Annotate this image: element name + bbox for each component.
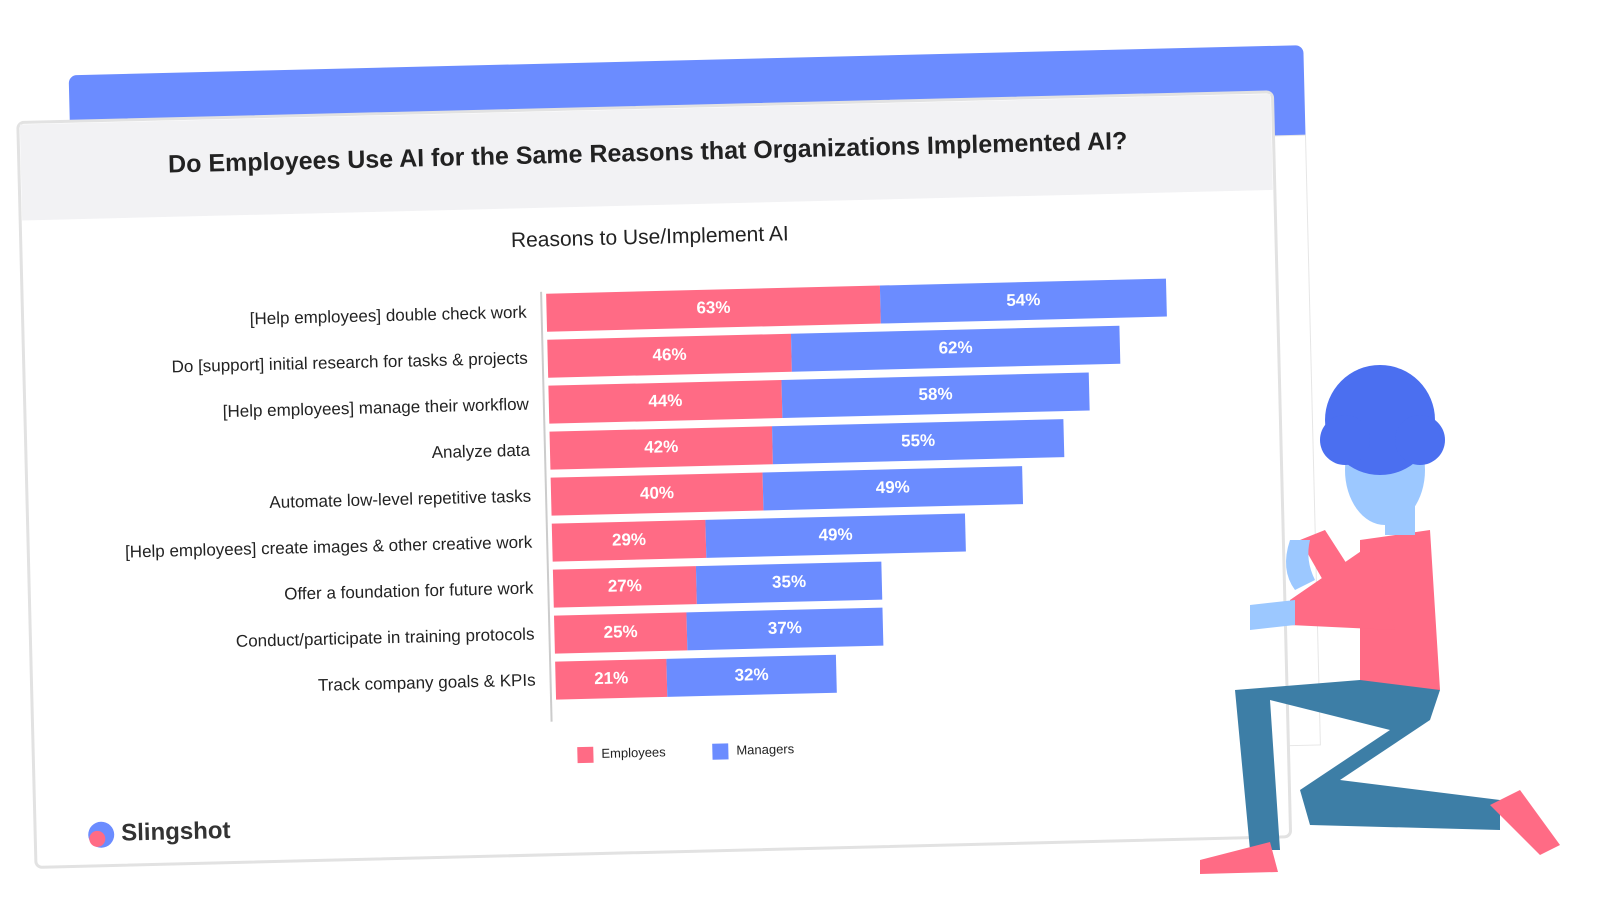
bar-segment bbox=[552, 566, 697, 608]
value-label: 63% bbox=[696, 298, 730, 318]
value-label: 37% bbox=[768, 618, 802, 638]
character bbox=[1200, 365, 1560, 874]
value-label: 44% bbox=[648, 391, 682, 411]
legend-swatch bbox=[712, 743, 729, 760]
value-label: 46% bbox=[652, 345, 686, 365]
plot: [Help employees] double check work 63% 54%… bbox=[125, 278, 1167, 764]
bar-segment bbox=[548, 379, 783, 424]
value-label: 49% bbox=[876, 477, 910, 497]
brand-name: Slingshot bbox=[121, 817, 231, 847]
bar-segment bbox=[686, 607, 884, 651]
value-label: 42% bbox=[644, 437, 678, 457]
bar-segment bbox=[546, 285, 881, 332]
value-label: 25% bbox=[603, 622, 637, 642]
value-label: 49% bbox=[818, 525, 852, 545]
card-group: Do Employees Use AI for the Same Reasons… bbox=[16, 45, 1321, 869]
value-label: 32% bbox=[734, 665, 768, 685]
bar-segment bbox=[551, 519, 707, 562]
value-label: 62% bbox=[938, 338, 972, 358]
bar-segment bbox=[547, 333, 792, 378]
card-header bbox=[19, 93, 1273, 221]
legend-label: Managers bbox=[736, 741, 795, 757]
bar-segment bbox=[549, 426, 773, 470]
bar-segment bbox=[781, 372, 1090, 418]
logo-icon bbox=[89, 830, 106, 847]
value-label: 29% bbox=[612, 530, 646, 550]
value-label: 54% bbox=[1006, 290, 1040, 310]
value-label: 21% bbox=[594, 668, 628, 688]
value-label: 55% bbox=[901, 431, 935, 451]
bar-segment bbox=[555, 658, 668, 700]
bar-segment bbox=[772, 419, 1065, 465]
bar-segment bbox=[666, 654, 837, 697]
value-label: 35% bbox=[772, 572, 806, 592]
axis-line bbox=[540, 291, 553, 722]
bar-segment bbox=[762, 466, 1024, 511]
value-label: 40% bbox=[640, 483, 674, 503]
bar-segment bbox=[554, 612, 688, 654]
bar-segment bbox=[695, 561, 883, 605]
bar-segment bbox=[705, 513, 966, 558]
value-label: 58% bbox=[918, 384, 952, 404]
value-label: 27% bbox=[608, 576, 642, 596]
legend-swatch bbox=[577, 746, 594, 764]
bar-segment bbox=[879, 278, 1167, 324]
bar-segment bbox=[790, 325, 1121, 372]
legend-label: Employees bbox=[601, 744, 666, 761]
bar-segment bbox=[550, 472, 764, 516]
category-label: Analyze data bbox=[431, 441, 530, 462]
